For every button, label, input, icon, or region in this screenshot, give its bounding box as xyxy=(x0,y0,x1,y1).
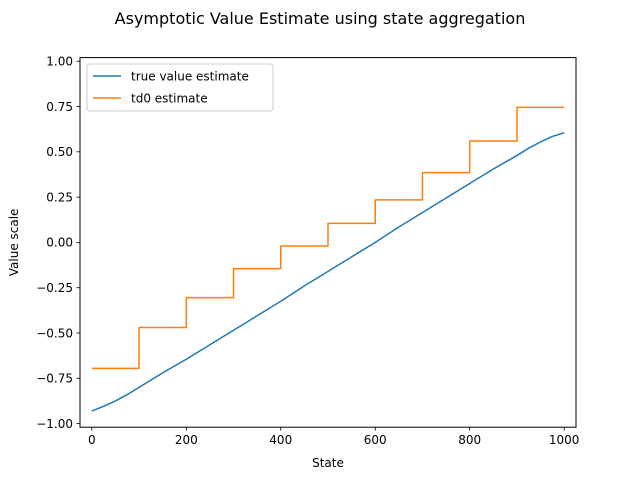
series-line-true-value xyxy=(91,132,565,412)
legend-label: td0 estimate xyxy=(131,91,208,105)
y-tick-label: 0.25 xyxy=(46,190,73,204)
series-group xyxy=(91,106,565,412)
x-axis: 0 200 400 600 800 1000 xyxy=(88,427,579,447)
legend: true value estimate td0 estimate xyxy=(86,63,274,112)
y-tick-label: 0.00 xyxy=(46,236,73,250)
legend-box xyxy=(86,63,274,112)
y-axis-label: Value scale xyxy=(7,209,21,277)
y-tick-label: −1.00 xyxy=(36,417,73,431)
x-axis-label: State xyxy=(312,456,344,470)
series-line-td0 xyxy=(91,106,565,370)
y-tick-label: −0.75 xyxy=(36,372,73,386)
x-tick-label: 200 xyxy=(175,433,198,447)
x-tick-label: 1000 xyxy=(549,433,580,447)
chart-title: Asymptotic Value Estimate using state ag… xyxy=(115,9,526,28)
x-tick-label: 0 xyxy=(88,433,96,447)
x-tick-label: 800 xyxy=(458,433,481,447)
x-tick-label: 600 xyxy=(364,433,387,447)
y-tick-label: −0.25 xyxy=(36,281,73,295)
y-tick-label: 0.50 xyxy=(46,145,73,159)
x-tick-label: 400 xyxy=(269,433,292,447)
y-tick-label: 0.75 xyxy=(46,100,73,114)
y-tick-label: 1.00 xyxy=(46,55,73,69)
legend-label: true value estimate xyxy=(131,69,249,83)
y-axis: −1.00 −0.75 −0.50 −0.25 0.00 0.25 0.50 0.75 1.00 xyxy=(36,55,80,431)
y-tick-label: −0.50 xyxy=(36,326,73,340)
